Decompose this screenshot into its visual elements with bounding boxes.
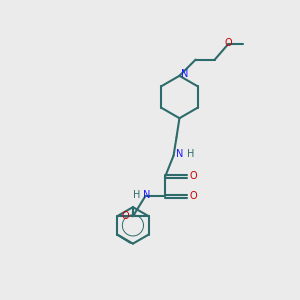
- Text: H: H: [133, 190, 140, 200]
- Text: N: N: [176, 149, 184, 159]
- Text: O: O: [225, 38, 232, 48]
- Text: N: N: [143, 190, 150, 200]
- Text: O: O: [189, 171, 197, 181]
- Text: O: O: [122, 211, 129, 221]
- Text: O: O: [189, 191, 197, 201]
- Text: H: H: [187, 149, 194, 159]
- Text: N: N: [181, 69, 188, 79]
